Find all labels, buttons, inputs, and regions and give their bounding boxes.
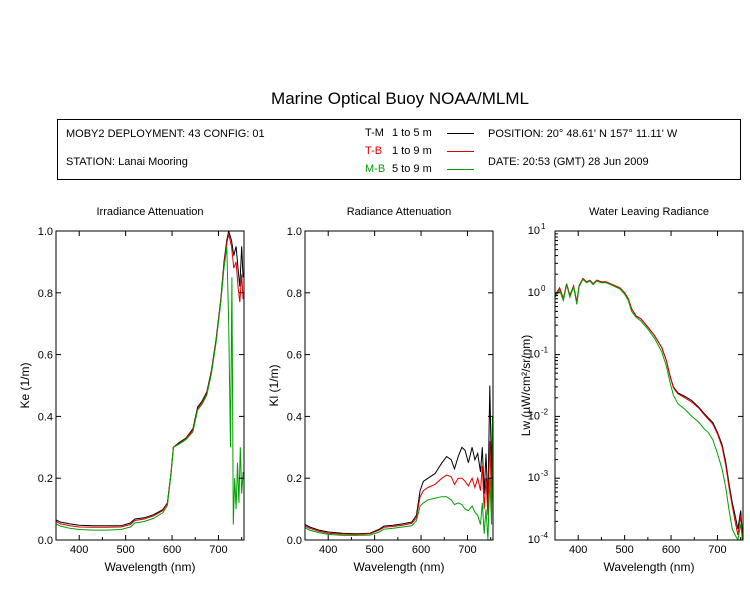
chart-0-ytick-label: 0.4 [38,411,53,423]
chart-2-ytick-exponent: -3 [541,469,549,478]
legend-code-tb: T-B [365,145,383,157]
legend-range-tm: 1 to 5 m [392,127,432,139]
chart-2-xtick-label: 400 [569,544,587,556]
chart-0-ytick-label: 0.8 [38,288,53,300]
chart-1-ytick-label: 0.2 [287,473,302,485]
legend-code-tm: T-M [365,127,384,139]
chart-2-ytick-exponent: 0 [541,284,546,293]
chart-0-ytick-label: 0.6 [38,350,53,362]
chart-1-ytick-label: 0.0 [287,535,302,547]
chart-1-xtick-label: 500 [365,544,383,556]
chart-0-ytick-label: 0.0 [38,535,53,547]
chart-2-frame [554,230,744,541]
chart-2-ytick-label: 10 [528,225,540,237]
chart-2-ytick-exponent: -4 [541,531,549,540]
chart-0-xtick-label: 400 [70,544,88,556]
chart-1-frame [304,230,494,541]
chart-2-ytick-label: 10 [528,349,540,361]
chart-1-xtick-label: 600 [412,544,430,556]
chart-1-ytick-label: 0.4 [287,411,302,423]
chart-2-xtick-label: 500 [615,544,633,556]
chart-2-ytick-exponent: -2 [541,407,549,416]
panel-title-water-leaving: Water Leaving Radiance [588,206,710,218]
chart-1-series-m-b [305,416,493,540]
legend-line-tb [447,151,474,152]
station-text: STATION: Lanai Mooring [66,156,188,168]
chart-2-ytick-label: 10 [528,287,540,299]
chart-0-series-m-b [56,246,244,531]
chart-1-ytick-label: 0.6 [287,350,302,362]
chart-0-ylabel: Ke (1/m) [18,362,32,408]
chart-0-xlabel: Wavelength (nm) [105,560,196,574]
info-box: MOBY2 DEPLOYMENT: 43 CONFIG: 01 STATION:… [57,119,741,180]
chart-1-ytick-label: 1.0 [287,226,302,238]
panel-title-irradiance: Irradiance Attenuation [96,206,204,218]
chart-2-ytick-label: 10 [528,534,540,546]
chart-1-xlabel: Wavelength (nm) [354,560,445,574]
chart-0-series-t-b [56,233,244,528]
chart-2-ytick-label: 10 [528,472,540,484]
chart-0-xtick-label: 600 [163,544,181,556]
legend-line-tm [447,133,474,134]
chart-2-xtick-label: 700 [708,544,726,556]
deployment-text: MOBY2 DEPLOYMENT: 43 CONFIG: 01 [66,128,265,140]
legend-code-mb: M-B [365,163,386,175]
chart-2-series-m-b [555,278,743,540]
chart-0-xtick-label: 700 [209,544,227,556]
chart-0-series-t-m [56,231,244,527]
page-title: Marine Optical Buoy NOAA/MLML [271,89,529,108]
chart-0-ytick-label: 1.0 [38,226,53,238]
legend-line-mb [447,169,474,170]
chart-0-frame [55,230,245,541]
legend-range-tb: 1 to 9 m [392,145,432,157]
chart-1-xtick-label: 700 [458,544,476,556]
chart-1-xtick-label: 400 [319,544,337,556]
chart-2-ytick-exponent: 1 [541,222,546,231]
panel-title-radiance: Radiance Attenuation [346,206,452,218]
chart-1-series-t-b [305,441,493,535]
chart-2-series-t-m [555,277,743,536]
chart-0-xtick-label: 500 [116,544,134,556]
chart-2-ytick-exponent: -1 [541,346,549,355]
position-text: POSITION: 20° 48.61' N 157° 11.11' W [488,128,678,140]
date-text: DATE: 20:53 (GMT) 28 Jun 2009 [488,156,649,168]
chart-1-ylabel: Kl (1/m) [267,364,281,406]
chart-1-ytick-label: 0.8 [287,288,302,300]
chart-0-ytick-label: 0.2 [38,473,53,485]
chart-2-xlabel: Wavelength (nm) [604,560,695,574]
chart-2-ytick-label: 10 [528,410,540,422]
chart-1-series-t-m [305,385,493,535]
chart-2-ylabel: Lw (µW/cm²/sr/nm) [519,335,533,437]
legend-range-mb: 5 to 9 m [392,163,432,175]
chart-2-series-t-b [555,277,743,540]
chart-2-xtick-label: 600 [662,544,680,556]
